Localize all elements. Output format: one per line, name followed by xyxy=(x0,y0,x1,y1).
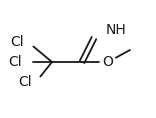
Text: Cl: Cl xyxy=(10,35,24,49)
Text: O: O xyxy=(102,55,113,69)
Text: Cl: Cl xyxy=(18,75,32,89)
Text: Cl: Cl xyxy=(8,55,22,69)
Text: NH: NH xyxy=(106,23,127,37)
